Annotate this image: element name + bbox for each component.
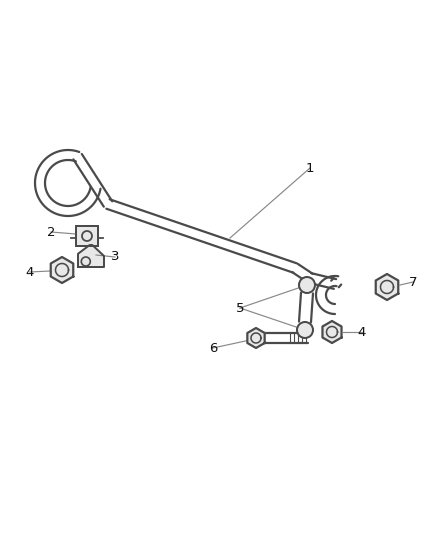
Polygon shape <box>247 328 265 348</box>
Text: 4: 4 <box>26 265 34 279</box>
Text: 6: 6 <box>209 342 217 354</box>
Polygon shape <box>78 245 104 267</box>
Text: 1: 1 <box>306 161 314 174</box>
Text: 3: 3 <box>111 251 119 263</box>
Text: 2: 2 <box>47 225 55 238</box>
Polygon shape <box>322 321 342 343</box>
Polygon shape <box>51 257 73 283</box>
Bar <box>76 226 98 246</box>
Text: 4: 4 <box>358 326 366 338</box>
Text: 7: 7 <box>409 276 417 288</box>
Polygon shape <box>376 274 398 300</box>
Text: 5: 5 <box>236 302 244 314</box>
Circle shape <box>299 277 315 293</box>
Circle shape <box>297 322 313 338</box>
